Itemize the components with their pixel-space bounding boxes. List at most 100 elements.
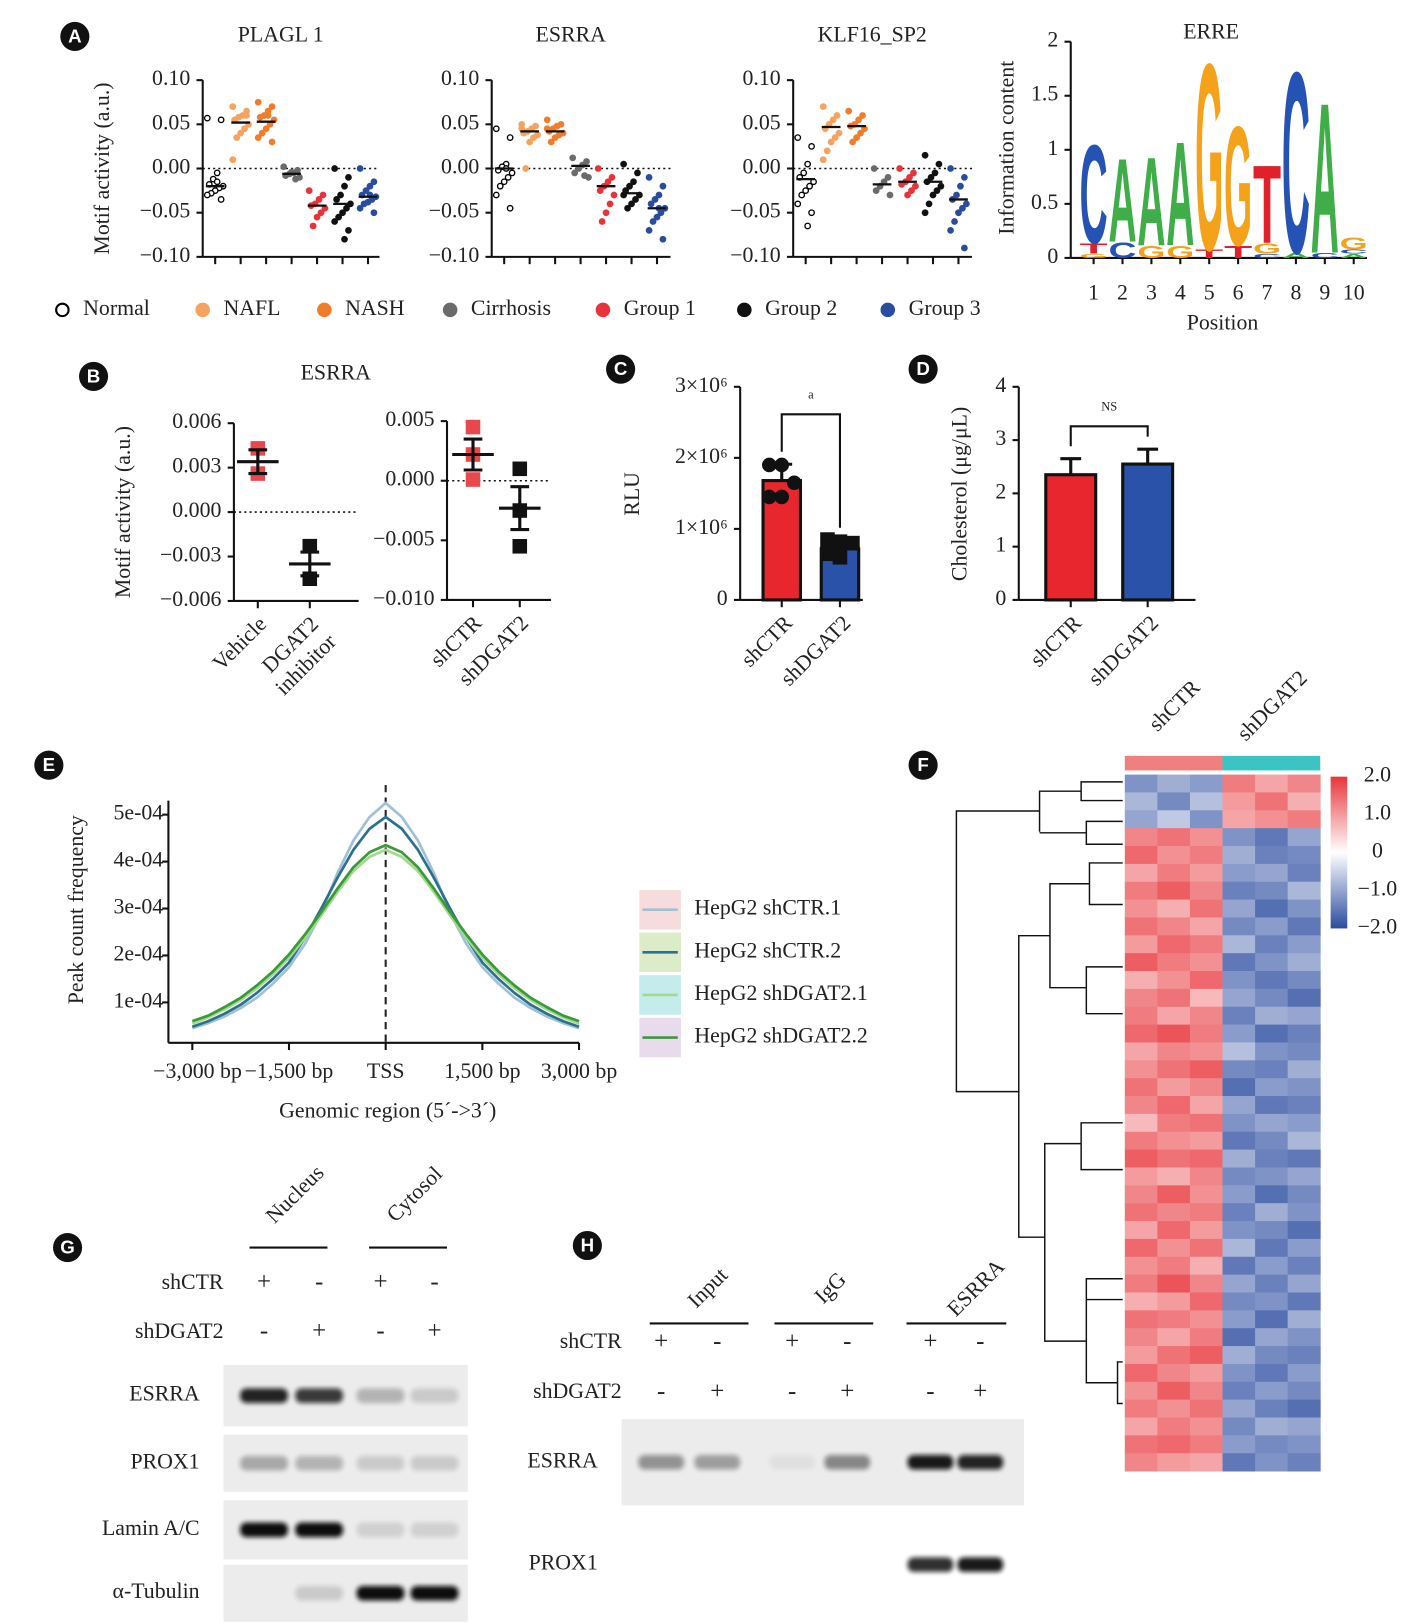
heatmap-cell: [1189, 792, 1223, 811]
heatmap-cell: [1124, 1024, 1158, 1043]
condition-label: shCTR: [162, 1270, 224, 1294]
bar: [1044, 473, 1098, 602]
y-tick-label: 3×10⁶: [675, 373, 728, 397]
heatmap-cell: [1287, 881, 1321, 901]
heatmap-cell: [1157, 1381, 1191, 1401]
dot: [341, 182, 348, 190]
blot-band: [410, 1522, 459, 1538]
heatmap-cell: [1157, 1310, 1191, 1329]
heatmap-cell: [1157, 971, 1191, 990]
logo-letter: T: [1080, 241, 1108, 258]
heatmap-cell: [1189, 1006, 1223, 1026]
panel-label: G: [60, 1237, 75, 1258]
point: [302, 538, 318, 554]
heatmap-cell: [1157, 1346, 1191, 1365]
heatmap-cell: [1287, 774, 1321, 793]
heatmap-cell: [1255, 1185, 1289, 1204]
dot: [292, 175, 299, 183]
blot-band: [907, 1557, 954, 1572]
logo-letter: A: [1340, 253, 1368, 260]
heatmap-cell: [1287, 1256, 1321, 1276]
y-tick-label: 0.006: [172, 409, 221, 433]
panel-badge: [606, 354, 636, 384]
logo-letter: A: [1137, 131, 1165, 271]
condition-sign: +: [427, 1318, 441, 1345]
heatmap-cell: [1287, 1203, 1321, 1222]
heatmap-cell: [1124, 828, 1158, 847]
error-bar: [463, 437, 483, 472]
panel-badge: [908, 750, 938, 780]
dot: [339, 209, 346, 217]
group-label: ESRRA: [942, 1254, 1009, 1321]
y-tick-label: −0.05: [140, 199, 191, 223]
colorbar: [1330, 776, 1348, 929]
heatmap-cell: [1255, 1328, 1289, 1347]
x-tick-label: 8: [1290, 280, 1301, 304]
heatmap-cell: [1287, 1113, 1321, 1133]
group-bar: [1124, 755, 1223, 771]
heatmap-cell: [1124, 1310, 1158, 1329]
y-tick-label: 0.10: [152, 66, 190, 90]
dot: [931, 169, 939, 177]
y-tick-label: −0.10: [730, 243, 781, 267]
y-tick-label: 1: [1047, 136, 1058, 160]
heatmap-cell: [1287, 1060, 1321, 1079]
dot: [835, 129, 843, 137]
heatmap-cell: [1157, 935, 1191, 954]
column-label: shCTR: [1144, 675, 1205, 736]
point: [786, 475, 802, 490]
panel-badge: [60, 21, 90, 52]
dot: [256, 113, 264, 121]
legend-label: Group 2: [765, 296, 837, 320]
logo-letter: G: [1195, 10, 1223, 307]
dot: [921, 151, 929, 159]
dot: [213, 178, 221, 186]
x-axis-title: Genomic region (5´->3´): [279, 1098, 496, 1122]
heatmap-cell: [1255, 1078, 1289, 1097]
dot: [896, 165, 904, 172]
heatmap-cell: [1222, 1381, 1256, 1401]
heatmap-cell: [1222, 1221, 1256, 1240]
condition-sign: +: [923, 1328, 937, 1355]
y-tick-label: 0.5: [1031, 190, 1058, 214]
dot: [598, 218, 606, 225]
blot-strip: [621, 1419, 1024, 1506]
dot: [522, 165, 530, 172]
heatmap-cell: [1124, 774, 1158, 793]
heatmap-cell: [1189, 1381, 1223, 1401]
legend-marker: [442, 302, 458, 318]
heatmap-cell: [1287, 988, 1321, 1008]
heatmap-cell: [1255, 810, 1289, 829]
dot: [632, 196, 639, 203]
heatmap-cell: [1189, 1078, 1223, 1097]
dot: [526, 138, 534, 146]
y-tick-label: 3: [995, 426, 1006, 450]
dot: [492, 191, 500, 199]
heatmap-cell: [1255, 774, 1289, 793]
heatmap-cell: [1124, 863, 1158, 883]
dot: [653, 213, 661, 221]
dot: [317, 209, 325, 217]
significance-bracket: [1069, 425, 1149, 447]
y-axis-title: RLU: [620, 472, 644, 516]
heatmap-cell: [1255, 881, 1289, 901]
blot-band: [295, 1456, 344, 1471]
panel-title: ESRRA: [536, 23, 607, 47]
significance-bracket: [780, 413, 842, 528]
heatmap-cell: [1124, 1006, 1158, 1026]
y-tick-label: 0: [995, 586, 1006, 610]
legend-marker: [317, 302, 332, 318]
dot: [829, 116, 837, 124]
dot: [912, 182, 919, 190]
group-label: Nucleus: [261, 1160, 329, 1228]
point: [774, 489, 790, 505]
colorbar-label: −1.0: [1358, 877, 1398, 901]
dendrogram: [955, 781, 1123, 1405]
logo-letter: G: [1166, 243, 1194, 262]
condition-sign: -: [260, 1318, 268, 1345]
heatmap-cell: [1222, 1042, 1256, 1061]
heatmap-cell: [1255, 1221, 1289, 1240]
logo-letter: T: [1195, 248, 1224, 261]
heatmap-cell: [1124, 1328, 1158, 1347]
dot: [547, 138, 555, 146]
